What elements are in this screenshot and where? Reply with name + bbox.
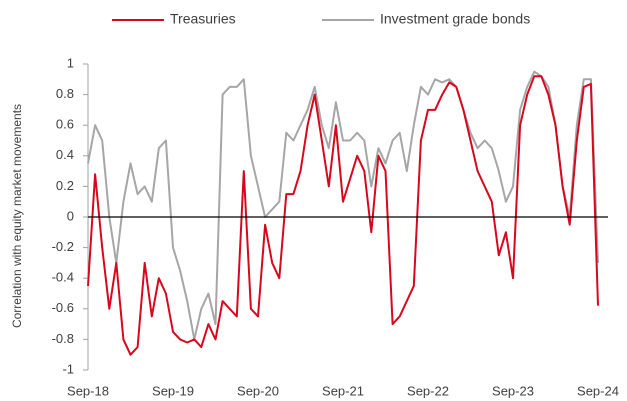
y-tick-label: -0.8 [52,331,74,346]
x-tick-label: Sep-22 [407,383,449,398]
y-tick-label: 0 [67,208,74,223]
series-line [87,70,599,341]
y-tick-label: 0.8 [56,86,74,101]
y-tick-label: -0.6 [52,300,74,315]
y-tick-label: -1 [62,361,74,376]
y-tick-label: 0.2 [56,178,74,193]
x-tick-label: Sep-19 [152,383,194,398]
legend-label: Treasuries [170,11,236,27]
x-tick-label: Sep-20 [237,383,279,398]
y-tick-label: -0.4 [52,270,74,285]
y-tick-label: 1 [67,55,74,70]
y-tick-label: 0.4 [56,147,74,162]
series-line [87,75,599,356]
x-tick-label: Sep-18 [67,383,109,398]
x-tick-label: Sep-23 [492,383,534,398]
x-tick-label: Sep-24 [577,383,619,398]
y-axis-label: Correlation with equity market movements [10,104,24,328]
x-tick-label: Sep-21 [322,383,364,398]
y-tick-label: -0.2 [52,239,74,254]
y-tick-label: 0.6 [56,117,74,132]
legend-label: Investment grade bonds [380,11,530,27]
